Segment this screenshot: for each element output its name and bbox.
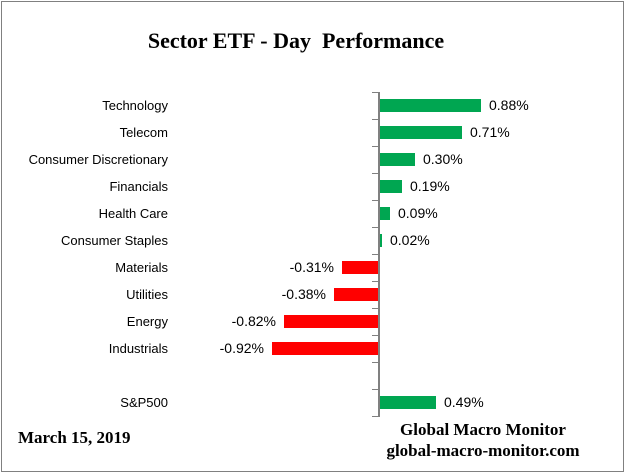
bar-health-care	[380, 207, 390, 220]
axis-tick	[372, 362, 380, 363]
axis-tick	[372, 281, 380, 282]
axis-tick	[372, 200, 380, 201]
value-label-energy: -0.82%	[231, 313, 276, 329]
bar-row-consumer-staples: Consumer Staples 0.02%	[0, 227, 626, 254]
value-label-telecom: 0.71%	[470, 124, 510, 140]
bar-row-technology: Technology 0.88%	[0, 92, 626, 119]
value-label-utilities: -0.38%	[281, 286, 326, 302]
bar-utilities	[334, 288, 378, 301]
axis-tick	[372, 227, 380, 228]
axis-tick	[372, 335, 380, 336]
bar-consumer-discretionary	[380, 153, 415, 166]
axis-tick	[372, 119, 380, 120]
category-label-industrials: Industrials	[108, 341, 168, 356]
value-label-consumer-staples: 0.02%	[390, 232, 430, 248]
bar-energy	[284, 315, 378, 328]
bar-industrials	[272, 342, 378, 355]
bar-row-s-p500: S&P500 0.49%	[0, 389, 626, 416]
category-label-technology: Technology	[102, 98, 168, 113]
axis-tick	[372, 92, 380, 93]
value-label-financials: 0.19%	[410, 178, 450, 194]
category-label-energy: Energy	[126, 314, 168, 329]
bar-consumer-staples	[380, 234, 382, 247]
category-label-utilities: Utilities	[126, 287, 168, 302]
chart-title: Sector ETF - Day Performance	[147, 28, 445, 53]
axis-tick	[372, 389, 380, 390]
category-label-materials: Materials	[115, 260, 168, 275]
bar-telecom	[380, 126, 462, 139]
bar-financials	[380, 180, 402, 193]
brand-url: global-macro-monitor.com	[386, 441, 580, 460]
value-label-industrials: -0.92%	[219, 340, 264, 356]
bar-row-blank	[0, 362, 626, 389]
axis-tick	[372, 173, 380, 174]
bar-row-energy: Energy -0.82%	[0, 308, 626, 335]
axis-tick	[372, 254, 380, 255]
bar-s-p500	[380, 396, 436, 409]
category-label-consumer-discretionary: Consumer Discretionary	[28, 152, 168, 167]
value-label-materials: -0.31%	[289, 259, 334, 275]
value-label-consumer-discretionary: 0.30%	[423, 151, 463, 167]
axis-tick	[372, 416, 380, 417]
category-label-health-care: Health Care	[98, 206, 168, 221]
bar-row-utilities: Utilities -0.38%	[0, 281, 626, 308]
category-label-consumer-staples: Consumer Staples	[61, 233, 168, 248]
value-label-technology: 0.88%	[489, 97, 529, 113]
axis-tick	[372, 308, 380, 309]
axis-tick	[372, 146, 380, 147]
bar-row-health-care: Health Care 0.09%	[0, 200, 626, 227]
category-label-s-p500: S&P500	[120, 395, 168, 410]
bar-row-consumer-discretionary: Consumer Discretionary 0.30%	[0, 146, 626, 173]
date-label: March 15, 2019	[18, 428, 131, 447]
category-label-financials: Financials	[109, 179, 168, 194]
value-label-health-care: 0.09%	[398, 205, 438, 221]
bar-row-materials: Materials -0.31%	[0, 254, 626, 281]
value-label-s-p500: 0.49%	[444, 394, 484, 410]
category-label-telecom: Telecom	[119, 125, 168, 140]
brand-name: Global Macro Monitor	[400, 420, 566, 439]
brand-signature: Global Macro Monitor global-macro-monito…	[386, 419, 579, 461]
bar-row-telecom: Telecom 0.71%	[0, 119, 626, 146]
bar-technology	[380, 99, 481, 112]
bar-row-financials: Financials 0.19%	[0, 173, 626, 200]
bar-materials	[342, 261, 378, 274]
bar-row-industrials: Industrials -0.92%	[0, 335, 626, 362]
